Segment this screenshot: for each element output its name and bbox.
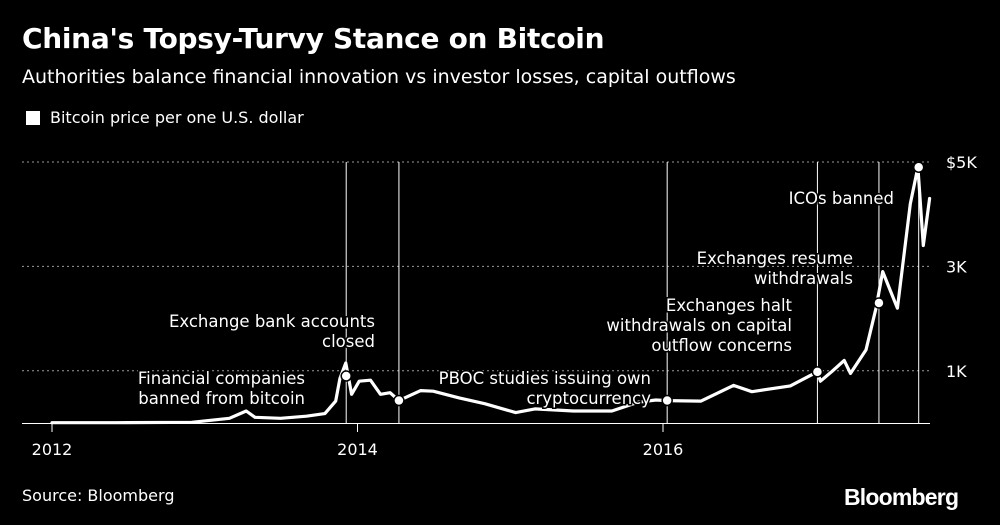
event-marker-3 xyxy=(811,366,824,378)
x-tick-label: 2012 xyxy=(32,440,73,459)
event-label-0: banned from bitcoin xyxy=(138,389,305,408)
x-tick-label: 2016 xyxy=(643,440,684,459)
event-marker-5 xyxy=(912,161,925,173)
event-marker-2 xyxy=(661,394,673,407)
x-tick-label: 2014 xyxy=(337,440,378,459)
chart-subtitle: Authorities balance financial innovation… xyxy=(22,66,736,88)
event-label-1: Exchange bank accounts xyxy=(169,312,375,331)
legend-label: Bitcoin price per one U.S. dollar xyxy=(50,108,304,127)
bloomberg-logo: Bloomberg xyxy=(844,484,959,510)
event-label-4: withdrawals xyxy=(754,269,853,288)
event-label-4: Exchanges resume xyxy=(697,249,853,268)
event-label-5: ICOs banned xyxy=(789,189,894,208)
legend-swatch xyxy=(26,110,40,125)
event-marker-0 xyxy=(340,370,352,382)
event-label-3: outflow concerns xyxy=(651,336,792,355)
chart-title: China's Topsy-Turvy Stance on Bitcoin xyxy=(22,22,605,55)
event-label-2: PBOC studies issuing own xyxy=(439,369,651,388)
event-marker-1 xyxy=(393,394,405,407)
source-note: Source: Bloomberg xyxy=(22,486,175,505)
event-label-3: withdrawals on capital xyxy=(606,316,792,335)
legend: Bitcoin price per one U.S. dollar xyxy=(26,108,304,127)
event-label-2: cryptocurrency xyxy=(526,389,651,408)
event-label-0: Financial companies xyxy=(138,369,305,388)
y-tick-label: 1K xyxy=(946,362,967,381)
y-tick-label: $5K xyxy=(946,153,977,172)
y-tick-label: 3K xyxy=(946,257,967,276)
event-label-1: closed xyxy=(322,332,375,351)
event-label-3: Exchanges halt xyxy=(666,296,793,315)
event-marker-4 xyxy=(873,297,885,309)
price-line xyxy=(50,165,932,425)
